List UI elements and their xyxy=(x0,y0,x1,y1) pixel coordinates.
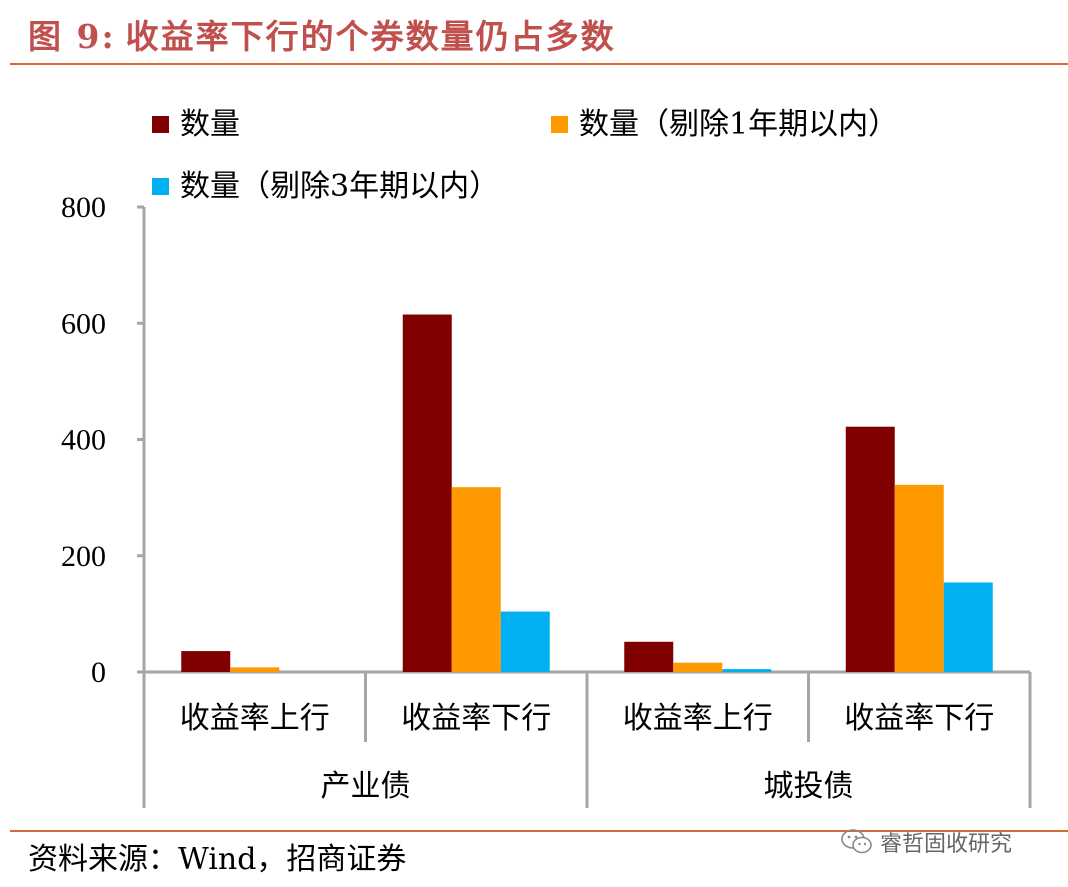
bar-2-2 xyxy=(451,487,501,672)
watermark: 睿哲固收研究 xyxy=(840,824,1012,860)
bar-1-3 xyxy=(624,641,674,672)
legend-label-1: 数量 xyxy=(180,107,240,142)
x-group-label-2: 城投债 xyxy=(764,769,854,804)
bar-1-2 xyxy=(402,314,452,672)
bar-3-2 xyxy=(500,611,550,672)
y-tick-label-200: 200 xyxy=(61,540,106,573)
legend-swatch-1 xyxy=(152,116,169,133)
bar-3-3 xyxy=(722,669,772,672)
y-tick-label-400: 400 xyxy=(61,424,106,457)
bar-2-3 xyxy=(673,662,723,672)
legend-swatch-3 xyxy=(152,178,169,195)
wechat-icon xyxy=(841,829,872,854)
bar-3-4 xyxy=(943,582,993,672)
y-tick-label-0: 0 xyxy=(91,656,106,689)
x-category-label-3: 收益率上行 xyxy=(623,701,773,736)
watermark-text: 睿哲固收研究 xyxy=(880,832,1013,857)
legend-swatch-2 xyxy=(551,116,568,133)
bars xyxy=(181,314,993,672)
x-category-label-1: 收益率上行 xyxy=(180,701,330,736)
x-category-label-2: 收益率下行 xyxy=(401,701,551,736)
x-category-label-4: 收益率下行 xyxy=(844,701,994,736)
x-group-label-1: 产业债 xyxy=(321,769,411,804)
bar-2-4 xyxy=(894,484,944,672)
bar-1-4 xyxy=(845,426,895,672)
legend: 数量 数量（剔除1年期以内） 数量（剔除3年期以内） xyxy=(152,107,898,204)
figure-label: 图 9: xyxy=(28,17,116,56)
legend-label-2: 数量（剔除1年期以内） xyxy=(579,107,898,142)
bar-2-1 xyxy=(230,667,280,672)
bar-1-1 xyxy=(181,651,231,672)
figure-title-text: 收益率下行的个券数量仍占多数 xyxy=(125,17,616,56)
source-note: 资料来源：Wind，招商证券 xyxy=(28,842,407,877)
top-rule xyxy=(10,63,1068,65)
figure-title: 图 9: 收益率下行的个券数量仍占多数 xyxy=(28,10,616,58)
bar-chart: 数量 数量（剔除1年期以内） 数量（剔除3年期以内） 0 200 400 600 800 收益… xyxy=(61,107,1032,808)
bottom-rule xyxy=(10,830,1068,832)
y-tick-label-800: 800 xyxy=(61,191,106,224)
y-tick-label-600: 600 xyxy=(61,307,106,340)
legend-label-3: 数量（剔除3年期以内） xyxy=(180,169,499,204)
